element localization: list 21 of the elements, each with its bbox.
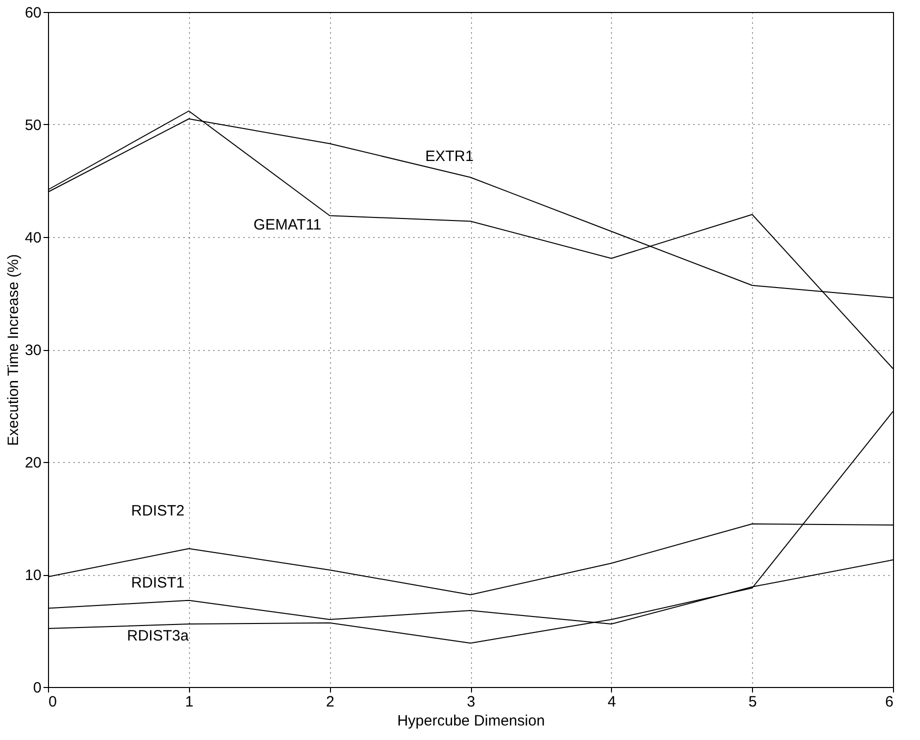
x-axis-title: Hypercube Dimension [397, 712, 545, 730]
y-axis-title: Execution Time Increase (%) [4, 254, 22, 446]
series-label: EXTR1 [425, 148, 474, 165]
y-tick-label: 40 [24, 230, 42, 246]
x-tick-label: 5 [748, 694, 757, 710]
y-tick-label: 30 [24, 342, 42, 359]
y-tick-label: 10 [24, 567, 42, 584]
x-tick-label: 0 [48, 694, 57, 710]
x-tick-label: 6 [885, 694, 894, 710]
y-tick-label: 20 [24, 454, 42, 472]
y-tick-label: 50 [24, 117, 42, 134]
series-label: GEMAT11 [254, 216, 322, 234]
x-tick-label: 4 [608, 694, 616, 710]
y-tick-label: 0 [33, 680, 42, 696]
x-tick-label: 3 [466, 694, 476, 710]
series-label: RDIST1 [131, 574, 185, 592]
y-tick-label: 60 [24, 4, 42, 22]
x-tick-label: 1 [185, 694, 194, 710]
x-tick-label: 2 [326, 694, 334, 710]
series-label: RDIST3a [127, 627, 190, 644]
series-label: RDIST2 [131, 502, 185, 520]
